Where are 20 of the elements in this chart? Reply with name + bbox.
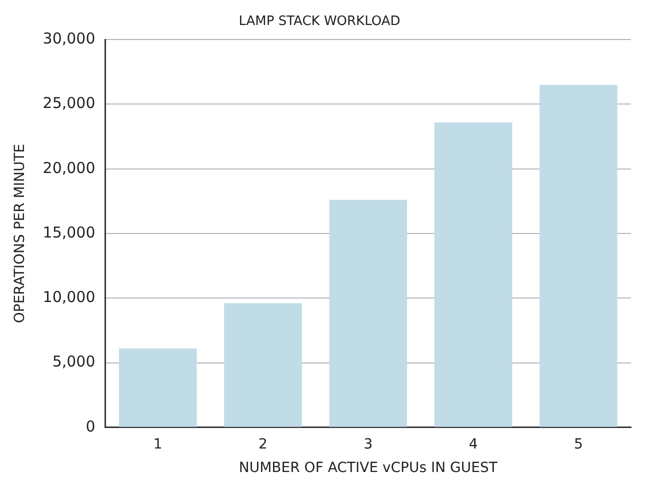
x-tick-label: 4 — [468, 436, 478, 452]
y-tick-label: 0 — [86, 417, 96, 436]
y-tick-label: 30,000 — [42, 29, 96, 48]
y-tick-label: 15,000 — [42, 223, 96, 242]
chart-title: LAMP STACK WORKLOAD — [238, 14, 400, 30]
y-tick-label: 25,000 — [42, 94, 96, 112]
bar — [329, 200, 408, 427]
x-tick-label: 3 — [364, 436, 373, 452]
x-tick-label: 1 — [153, 436, 162, 452]
bar — [118, 348, 197, 427]
y-tick-label: 20,000 — [42, 158, 96, 177]
bar — [224, 303, 302, 427]
y-axis-title: OPERATIONS PER MINUTE — [12, 144, 28, 324]
x-axis-title: NUMBER OF ACTIVE vCPUs IN GUEST — [238, 460, 498, 476]
x-tick-label: 5 — [574, 436, 583, 452]
x-tick-label: 2 — [258, 436, 268, 452]
y-tick-label: 10,000 — [42, 288, 96, 306]
bar — [434, 122, 512, 427]
y-tick-label: 5,000 — [52, 352, 96, 371]
bar — [540, 84, 618, 427]
